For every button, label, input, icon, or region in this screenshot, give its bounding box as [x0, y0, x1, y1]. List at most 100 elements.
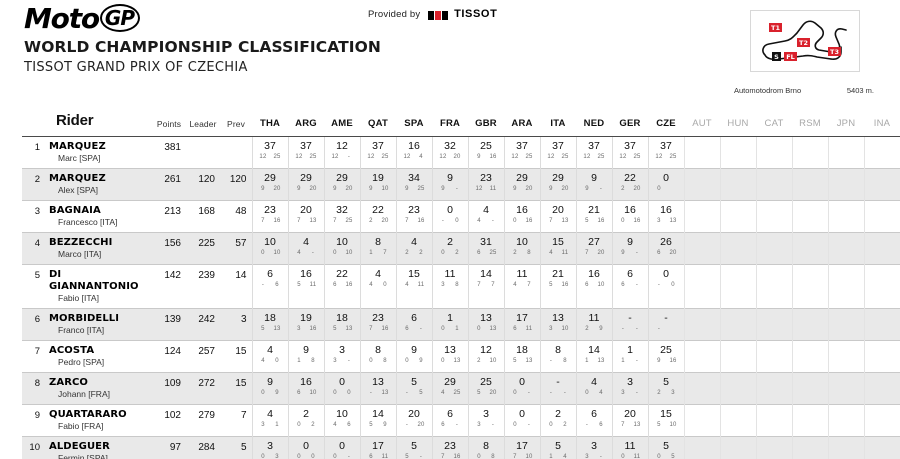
- row-position: 5: [22, 264, 44, 309]
- result-cell-tha: 6-6: [251, 264, 288, 309]
- rider-cell[interactable]: BEZZECCHI Marco [ITA]: [44, 232, 152, 265]
- result-sprint: 6: [441, 422, 445, 428]
- header-rider: Rider: [56, 112, 94, 129]
- result-total: 6: [411, 312, 417, 324]
- result-breakdown: - 13: [361, 389, 396, 398]
- result-race: 16: [561, 282, 569, 288]
- result-cell-ita: 29 9 20: [539, 168, 576, 201]
- result-cell-ger: 20 7 13: [611, 404, 648, 437]
- rider-surname: ZARCO: [49, 377, 89, 388]
- result-sprint: 3: [333, 358, 337, 364]
- result-breakdown: 6 10: [289, 389, 324, 398]
- table-row[interactable]: 8 ZARCO Johann [FRA] 109 272 15 9 0 9 16 6 10 0 0 0 13-…: [22, 372, 900, 405]
- row-position: 2: [22, 168, 44, 201]
- result-breakdown: 3 13: [649, 217, 684, 226]
- result-cell-cze: 0-0: [647, 264, 684, 309]
- result-race: 16: [597, 218, 605, 224]
- rider-cell[interactable]: BAGNAIA Francesco [ITA]: [44, 200, 152, 233]
- result-race: 25: [633, 154, 641, 160]
- result-cell-ara: 10 2 8: [503, 232, 540, 265]
- result-sprint: -: [549, 358, 553, 364]
- rider-cell[interactable]: DI GIANNANTONIO Fabio [ITA]: [44, 264, 152, 309]
- result-breakdown: 12 25: [361, 153, 396, 162]
- table-row[interactable]: 5 DI GIANNANTONIO Fabio [ITA] 142 239 14 6-6 16…: [22, 264, 900, 309]
- result-breakdown: 7 20: [577, 249, 612, 258]
- result-total: 10: [264, 236, 276, 248]
- result-sprint: -: [549, 390, 553, 396]
- rider-cell[interactable]: ACOSTA Pedro [SPA]: [44, 340, 152, 373]
- result-total: 17: [516, 440, 528, 452]
- result-cell-arg: 29 9 20: [287, 168, 324, 201]
- result-race: 13: [633, 422, 641, 428]
- result-breakdown: 5-: [397, 453, 432, 459]
- table-row[interactable]: 1 MARQUEZ Marc [SPA] 381 37 12 25 37 12 25 12 12-37…: [22, 136, 900, 169]
- table-row[interactable]: 9 QUARTARARO Fabio [FRA] 102 279 7 4 3 1 2 0 2 10 4 6 1…: [22, 404, 900, 437]
- table-row[interactable]: 10 ALDEGUER Fermin [SPA] 97 284 5 3 0 3 0 0 0 0 0-17 6…: [22, 436, 900, 459]
- rider-cell[interactable]: MARQUEZ Marc [SPA]: [44, 136, 152, 169]
- row-leader: 239: [186, 264, 220, 309]
- result-race: 8: [563, 358, 567, 364]
- row-prev: [220, 136, 252, 169]
- result-race: 13: [345, 326, 353, 332]
- result-race: 13: [309, 218, 317, 224]
- result-race: 3: [671, 390, 675, 396]
- rider-cell[interactable]: MARQUEZ Alex [SPA]: [44, 168, 152, 201]
- result-sprint: 0: [441, 326, 445, 332]
- result-sprint: 12: [403, 154, 411, 160]
- result-sprint: 9: [549, 186, 553, 192]
- result-race: 11: [489, 186, 497, 192]
- result-total: 0: [303, 440, 309, 452]
- header-race-ina: INA: [873, 118, 891, 129]
- rider-cell[interactable]: ZARCO Johann [FRA]: [44, 372, 152, 405]
- header-race-aut: AUT: [692, 118, 712, 129]
- rider-cell[interactable]: ALDEGUER Fermin [SPA]: [44, 436, 152, 459]
- result-sprint: 7: [585, 250, 589, 256]
- rider-firstname: Marc [SPA]: [58, 153, 101, 163]
- result-sprint: 3: [549, 326, 553, 332]
- result-total: 4: [483, 204, 489, 216]
- result-sprint: 9: [657, 358, 661, 364]
- header-race-spa: SPA: [404, 118, 424, 129]
- result-cell-hun: [719, 436, 756, 459]
- result-total: 23: [480, 172, 492, 184]
- result-total: 5: [555, 440, 561, 452]
- rider-cell[interactable]: MORBIDELLI Franco [ITA]: [44, 308, 152, 341]
- table-row[interactable]: 7 ACOSTA Pedro [SPA] 124 257 15 4 4 0 9 1 8 3 3-8 0 8 9 0…: [22, 340, 900, 373]
- rider-surname: BEZZECCHI: [49, 237, 113, 248]
- result-breakdown: 0 13: [469, 325, 504, 334]
- result-total: 32: [336, 204, 348, 216]
- result-breakdown: 9 20: [289, 185, 324, 194]
- rider-firstname: Alex [SPA]: [58, 185, 98, 195]
- result-breakdown: 7 16: [397, 217, 432, 226]
- circuit-map-icon: T1 T2 T3 S FL: [762, 20, 847, 61]
- result-breakdown: 12 11: [469, 185, 504, 194]
- result-total: 0: [663, 172, 669, 184]
- result-breakdown: 9 20: [325, 185, 360, 194]
- rider-cell[interactable]: QUARTARARO Fabio [FRA]: [44, 404, 152, 437]
- table-row[interactable]: 3 BAGNAIA Francesco [ITA] 213 168 48 23 7 16 20 7 1…: [22, 200, 900, 233]
- result-total: 11: [624, 440, 636, 452]
- result-sprint: 3: [297, 326, 301, 332]
- result-race: 25: [273, 154, 281, 160]
- table-row[interactable]: 6 MORBIDELLI Franco [ITA] 139 242 3 18 5 13 19 3 16…: [22, 308, 900, 341]
- result-total: 29: [552, 172, 564, 184]
- table-row[interactable]: 4 BEZZECCHI Marco [ITA] 156 225 57 10 0 10 4 4-10 0…: [22, 232, 900, 265]
- result-total: 3: [627, 376, 633, 388]
- result-breakdown: -8: [541, 357, 576, 366]
- result-breakdown: 6 16: [325, 281, 360, 290]
- result-breakdown: 7 16: [253, 217, 288, 226]
- result-cell-qat: 37 12 25: [359, 136, 396, 169]
- result-cell-ina: [863, 404, 900, 437]
- result-total: 6: [267, 268, 273, 280]
- table-row[interactable]: 2 MARQUEZ Alex [SPA] 261 120 120 29 9 20 29 9 20 29 9…: [22, 168, 900, 201]
- result-cell-arg: 19 3 16: [287, 308, 324, 341]
- result-total: 20: [552, 204, 564, 216]
- result-race: 0: [383, 282, 387, 288]
